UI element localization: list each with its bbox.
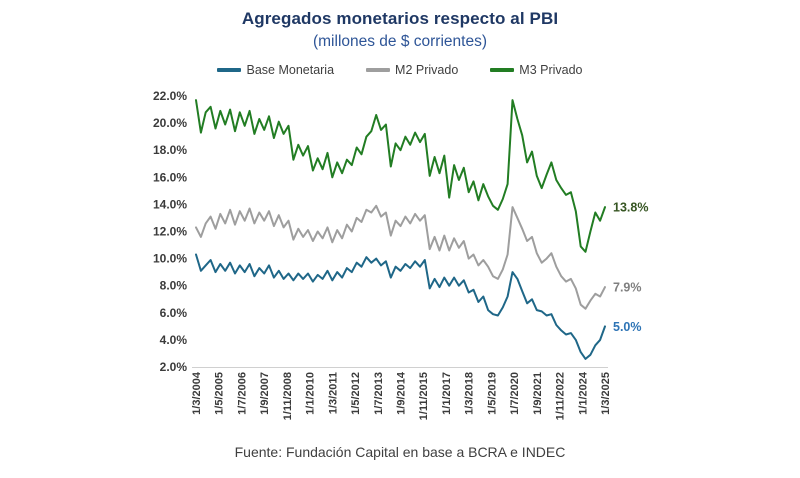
- x-tick-label: 1/11/2008: [282, 372, 294, 420]
- series-line-base-monetaria: [195, 253, 606, 360]
- legend-item-base-monetaria: Base Monetaria: [217, 63, 334, 77]
- x-tick-label: 1/7/2006: [236, 372, 248, 415]
- x-tick-label: 1/11/2015: [418, 372, 430, 420]
- x-tick-label: 1/9/2021: [532, 372, 544, 415]
- y-tick-label: 10.0%: [153, 252, 187, 266]
- x-tick-label: 1/5/2005: [214, 372, 226, 415]
- x-tick-label: 1/3/2004: [191, 371, 203, 415]
- x-tick-label: 1/7/2013: [373, 372, 385, 415]
- x-tick-label: 1/1/2010: [305, 372, 317, 415]
- y-tick-label: 12.0%: [153, 225, 187, 239]
- series-line-m2-privado: [195, 204, 606, 310]
- x-tick-label: 1/5/2019: [486, 372, 498, 415]
- y-tick-label: 18.0%: [153, 143, 187, 157]
- legend-swatch: [217, 68, 242, 72]
- x-tick-label: 1/11/2022: [555, 372, 567, 420]
- x-tick-label: 1/9/2007: [259, 372, 271, 415]
- y-tick-label: 6.0%: [160, 306, 188, 320]
- y-tick-label: 4.0%: [160, 333, 188, 347]
- x-tick-label: 1/7/2020: [509, 372, 521, 415]
- legend-swatch: [366, 68, 391, 72]
- end-label-m2-privado: 7.9%: [613, 281, 642, 295]
- y-tick-label: 2.0%: [160, 360, 188, 374]
- y-tick-label: 20.0%: [153, 116, 187, 130]
- chart-title: Agregados monetarios respecto al PBI: [241, 9, 559, 28]
- series-lines: [195, 99, 606, 360]
- end-label-base-monetaria: 5.0%: [613, 320, 642, 334]
- legend-item-m3-privado: M3 Privado: [490, 63, 583, 77]
- y-axis: 22.0% 20.0% 18.0% 16.0% 14.0% 12.0% 10.0% 8.0% 6…: [153, 89, 187, 374]
- x-tick-label: 1/3/2025: [600, 372, 612, 415]
- end-label-m3-privado: 13.8%: [613, 201, 648, 215]
- legend-label: M3 Privado: [519, 63, 583, 77]
- legend-label: Base Monetaria: [246, 63, 335, 77]
- legend-swatch: [490, 68, 515, 72]
- x-tick-label: 1/1/2017: [441, 372, 453, 415]
- series-line-m3-privado: [195, 99, 606, 253]
- y-tick-label: 22.0%: [153, 89, 187, 103]
- y-tick-label: 14.0%: [153, 197, 187, 211]
- x-tick-label: 1/3/2018: [464, 372, 476, 415]
- legend: Base Monetaria M2 Privado M3 Privado: [0, 63, 800, 77]
- x-tick-label: 1/9/2014: [396, 371, 408, 415]
- chart-subtitle: (millones de $ corrientes): [312, 33, 487, 50]
- x-axis: 1/3/2004 1/5/2005 1/7/2006 1/9/2007 1/11/200…: [191, 371, 612, 420]
- x-tick-label: 1/1/2024: [577, 371, 589, 415]
- y-tick-label: 16.0%: [153, 170, 187, 184]
- x-tick-label: 1/3/2011: [327, 372, 339, 414]
- legend-item-m2-privado: M2 Privado: [366, 63, 458, 77]
- legend-label: M2 Privado: [395, 63, 459, 77]
- y-tick-label: 8.0%: [160, 279, 188, 293]
- source-note: Fuente: Fundación Capital en base a BCRA…: [234, 444, 566, 460]
- x-tick-label: 1/5/2012: [350, 372, 362, 415]
